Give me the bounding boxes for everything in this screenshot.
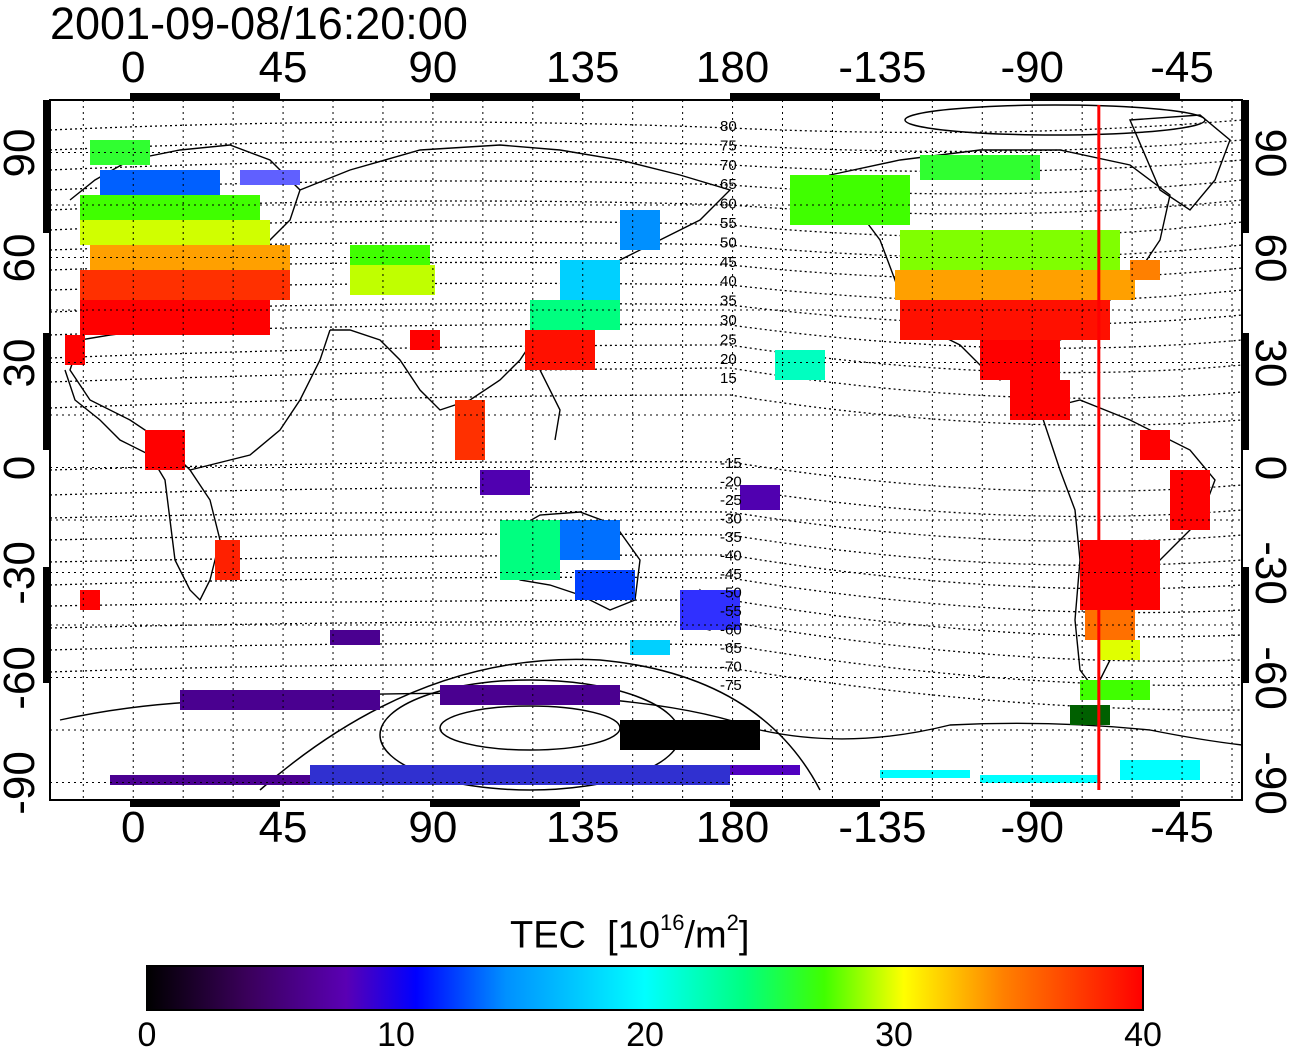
tec-data-points: [65, 140, 1210, 785]
lon-tick-label: 180: [695, 43, 770, 92]
contour-labels-south: -15 -20-25 -30-35 -40-45 -50-55 -60-65 -70-75: [720, 455, 742, 694]
contour-label: -35: [720, 529, 742, 546]
lat-tick-label: 90: [0, 128, 44, 177]
contour-label: -75: [720, 677, 742, 694]
colorbar-unit-prefix: [10: [607, 914, 660, 957]
lon-tick-label: 180: [695, 803, 770, 852]
lat-tick-label: 30: [1246, 338, 1292, 387]
lon-tick-label: 0: [120, 803, 146, 852]
contour-label: -40: [720, 548, 742, 565]
colorbar-tick-label: 0: [137, 1016, 157, 1054]
lat-tick-label: 60: [1246, 233, 1292, 282]
contour-label: -20: [720, 474, 742, 491]
lon-tick-label: 45: [258, 43, 308, 92]
lat-tick-label: -60: [1246, 645, 1292, 710]
lat-tick-label: -60: [0, 645, 44, 710]
contour-label: -65: [720, 640, 742, 657]
lat-tick-label: -30: [0, 540, 44, 605]
colorbar-unit-mid: /m: [684, 914, 727, 957]
colorbar-tick-label: 20: [626, 1016, 664, 1054]
lon-tick-label: 45: [258, 803, 308, 852]
colorbar-title-name: TEC: [510, 914, 586, 957]
lon-tick-label: -90: [1000, 43, 1065, 92]
contour-label: 60: [720, 196, 737, 213]
lat-tick-label: 90: [1246, 128, 1292, 177]
lat-tick-label: 0: [1246, 455, 1292, 480]
contour-label: 25: [720, 331, 737, 348]
lat-tick-label: -30: [1246, 540, 1292, 605]
contour-label: 70: [720, 157, 737, 174]
contour-label: -70: [720, 659, 742, 676]
contour-label: -25: [720, 492, 742, 509]
contour-label: -55: [720, 603, 742, 620]
lat-tick-label: 0: [0, 455, 44, 479]
contour-label: -60: [720, 622, 742, 639]
contour-label: -50: [720, 585, 742, 602]
lon-tick-label: 90: [408, 43, 458, 92]
lon-tick-label: -135: [838, 43, 927, 92]
contour-label: 30: [720, 312, 737, 329]
lat-tick-label: -90: [0, 750, 44, 815]
colorbar-title: TEC [1016/m2]: [510, 905, 749, 958]
timestamp-label: 2001-09-08/16:20:00: [50, 0, 468, 49]
colorbar-tick-label: 30: [875, 1016, 913, 1054]
contour-label: -30: [720, 511, 742, 528]
lon-tick-label: -45: [1150, 43, 1214, 92]
contour-label: 55: [720, 215, 737, 232]
south-polar-contours: [259, 104, 1206, 791]
lon-tick-label: 135: [546, 43, 620, 92]
colorbar-unit-suffix: ]: [738, 914, 750, 957]
contour-label: 15: [720, 370, 737, 387]
contour-label: 80: [720, 118, 737, 135]
lon-tick-label: 0: [120, 43, 146, 92]
contour-label: 50: [720, 234, 737, 251]
contour-label: 75: [720, 137, 737, 154]
contour-label: -15: [720, 455, 742, 472]
contour-label: 45: [720, 254, 737, 271]
lat-tick-label: 60: [0, 233, 44, 282]
contour-labels-north: 80 75 70 65 60 55 50 45 40 35 30 25 20 15: [720, 118, 737, 387]
lat-tick-label: 30: [0, 338, 44, 387]
contour-label: 35: [720, 293, 737, 310]
lon-tick-label: 90: [408, 803, 458, 852]
contour-label: 20: [720, 351, 737, 368]
lon-tick-label: 135: [546, 803, 620, 852]
contour-label: 40: [720, 273, 737, 290]
lon-tick-label: -45: [1150, 803, 1214, 852]
contour-label: 65: [720, 176, 737, 193]
colorbar-unit-exp2: 2: [726, 910, 739, 935]
colorbar-tick-label: 10: [377, 1016, 415, 1054]
contour-label: -45: [720, 566, 742, 583]
colorbar-tick-label: 40: [1124, 1016, 1162, 1054]
lat-tick-label: -90: [1246, 750, 1292, 815]
colorbar-gradient: [146, 965, 1144, 1011]
frame-tick-bars: [43, 93, 1249, 807]
colorbar-unit-exp: 16: [659, 910, 685, 935]
lon-tick-label: -135: [838, 803, 927, 852]
graticule: [50, 100, 1242, 800]
lon-tick-label: -90: [1000, 803, 1065, 852]
